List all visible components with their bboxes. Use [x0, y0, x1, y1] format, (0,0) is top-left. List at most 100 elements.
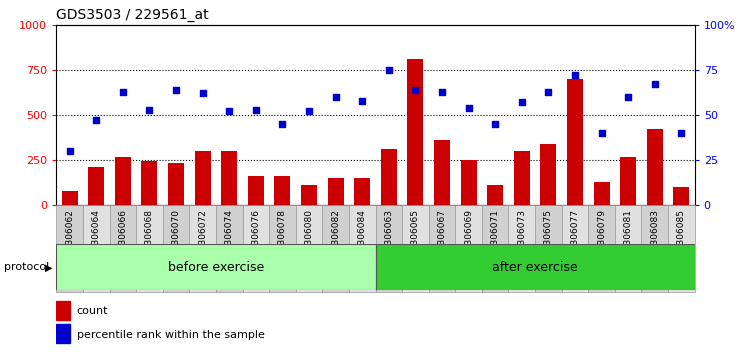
- Bar: [195, 151, 210, 205]
- Text: percentile rank within the sample: percentile rank within the sample: [77, 330, 264, 339]
- Text: GSM306081: GSM306081: [623, 209, 632, 264]
- Bar: [354, 178, 370, 205]
- Point: [250, 107, 262, 113]
- Bar: [588, 205, 615, 292]
- Bar: [136, 205, 163, 292]
- Bar: [56, 301, 71, 320]
- Point: [596, 130, 608, 136]
- Point: [649, 81, 661, 87]
- Text: GSM306078: GSM306078: [278, 209, 287, 264]
- Point: [170, 87, 182, 93]
- Point: [330, 94, 342, 100]
- Text: GSM306065: GSM306065: [411, 209, 420, 264]
- Bar: [349, 205, 376, 292]
- Bar: [535, 205, 562, 292]
- Text: GSM306074: GSM306074: [225, 209, 234, 264]
- Point: [197, 91, 209, 96]
- Point: [569, 73, 581, 78]
- Bar: [541, 144, 556, 205]
- Bar: [89, 167, 104, 205]
- Bar: [567, 79, 583, 205]
- Text: GSM306076: GSM306076: [252, 209, 261, 264]
- Point: [143, 107, 155, 113]
- Bar: [482, 205, 508, 292]
- Text: GSM306072: GSM306072: [198, 209, 207, 264]
- Bar: [620, 156, 636, 205]
- Point: [276, 121, 288, 127]
- Bar: [376, 244, 695, 290]
- Point: [356, 98, 368, 103]
- Text: GSM306083: GSM306083: [650, 209, 659, 264]
- Text: GSM306063: GSM306063: [385, 209, 394, 264]
- Bar: [56, 205, 83, 292]
- Point: [622, 94, 634, 100]
- Text: GSM306062: GSM306062: [65, 209, 74, 264]
- Bar: [115, 158, 131, 205]
- Bar: [274, 176, 291, 205]
- Point: [489, 121, 501, 127]
- Text: GSM306080: GSM306080: [304, 209, 313, 264]
- Bar: [243, 205, 269, 292]
- Point: [223, 109, 235, 114]
- Text: GSM306082: GSM306082: [331, 209, 340, 264]
- Text: GSM306079: GSM306079: [597, 209, 606, 264]
- Bar: [460, 160, 477, 205]
- Text: protocol: protocol: [4, 262, 49, 272]
- Bar: [615, 205, 641, 292]
- Bar: [508, 205, 535, 292]
- Text: GSM306070: GSM306070: [171, 209, 180, 264]
- Text: GSM306066: GSM306066: [119, 209, 128, 264]
- Text: GSM306064: GSM306064: [92, 209, 101, 264]
- Bar: [216, 205, 243, 292]
- Point: [436, 89, 448, 95]
- Point: [383, 67, 395, 73]
- Text: GSM306085: GSM306085: [677, 209, 686, 264]
- Text: GDS3503 / 229561_at: GDS3503 / 229561_at: [56, 8, 209, 22]
- Bar: [408, 59, 424, 205]
- Point: [542, 89, 554, 95]
- Text: ▶: ▶: [45, 262, 53, 272]
- Text: before exercise: before exercise: [167, 261, 264, 274]
- Bar: [62, 191, 77, 205]
- Point: [675, 130, 687, 136]
- Point: [117, 89, 129, 95]
- Bar: [674, 187, 689, 205]
- Bar: [189, 205, 216, 292]
- Bar: [296, 205, 322, 292]
- Bar: [381, 149, 397, 205]
- Text: GSM306073: GSM306073: [517, 209, 526, 264]
- Text: GSM306084: GSM306084: [357, 209, 366, 264]
- Bar: [434, 140, 450, 205]
- Text: GSM306068: GSM306068: [145, 209, 154, 264]
- Bar: [647, 130, 663, 205]
- Bar: [455, 205, 482, 292]
- Bar: [593, 182, 610, 205]
- Bar: [269, 205, 296, 292]
- Text: GSM306067: GSM306067: [438, 209, 447, 264]
- Point: [303, 109, 315, 114]
- Point: [516, 99, 528, 105]
- Bar: [110, 205, 136, 292]
- Bar: [141, 161, 158, 205]
- Bar: [487, 185, 503, 205]
- Bar: [168, 163, 184, 205]
- Bar: [301, 185, 317, 205]
- Bar: [83, 205, 110, 292]
- Bar: [562, 205, 588, 292]
- Bar: [163, 205, 189, 292]
- Point: [409, 87, 421, 93]
- Text: GSM306075: GSM306075: [544, 209, 553, 264]
- Bar: [668, 205, 695, 292]
- Bar: [222, 151, 237, 205]
- Bar: [322, 205, 349, 292]
- Bar: [56, 324, 71, 343]
- Bar: [327, 178, 344, 205]
- Point: [463, 105, 475, 111]
- Bar: [56, 244, 376, 290]
- Text: count: count: [77, 306, 108, 316]
- Text: GSM306077: GSM306077: [571, 209, 580, 264]
- Bar: [402, 205, 429, 292]
- Text: GSM306071: GSM306071: [490, 209, 499, 264]
- Bar: [376, 205, 402, 292]
- Bar: [248, 176, 264, 205]
